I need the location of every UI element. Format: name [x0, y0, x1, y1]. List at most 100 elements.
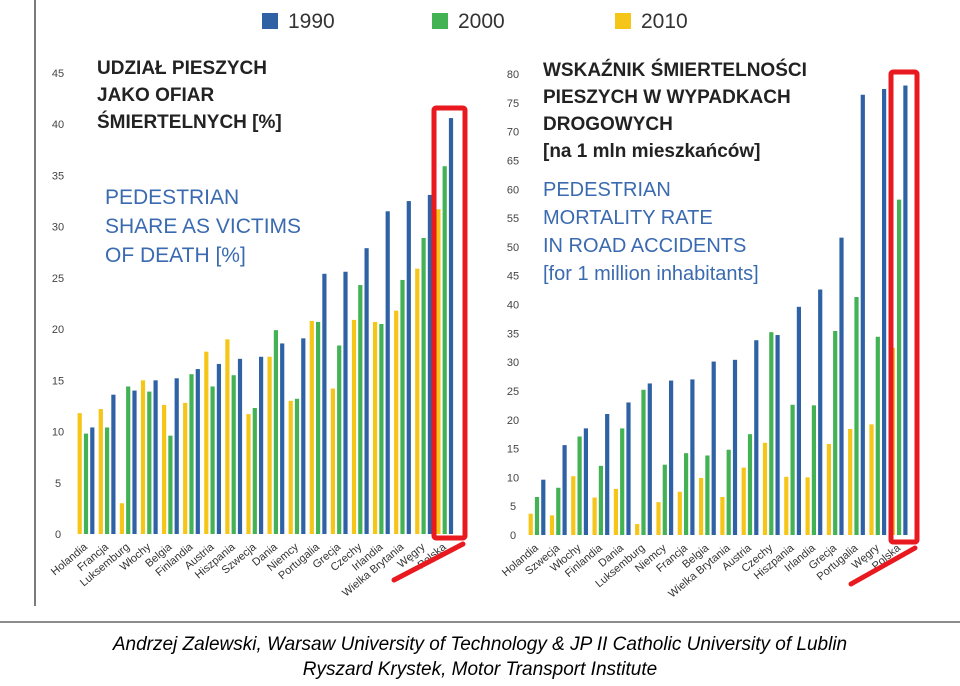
- bar-2000-6: [641, 389, 646, 535]
- bar-1990-6: [647, 383, 652, 535]
- y-tick-label: 40: [507, 300, 519, 312]
- bar-1990-12: [775, 335, 780, 535]
- y-tick-label: 30: [507, 357, 519, 369]
- bar-2010-12: [309, 320, 314, 534]
- bar-1990-8: [237, 358, 243, 534]
- bar-2010-16: [394, 310, 399, 534]
- bar-2000-17: [875, 336, 880, 535]
- bar-2000-6: [189, 374, 194, 534]
- bar-2000-8: [684, 453, 689, 535]
- bar-1990-7: [216, 363, 221, 534]
- bar-1990-9: [259, 356, 264, 534]
- bar-2010-9: [699, 477, 704, 535]
- bar-2000-4: [147, 391, 152, 534]
- y-tick-label: 70: [507, 127, 519, 139]
- bar-2000-11: [747, 434, 753, 535]
- bar-2010-3: [119, 503, 124, 534]
- bar-2000-5: [168, 435, 173, 534]
- y-tick-label: 15: [507, 444, 519, 456]
- bar-2000-15: [833, 331, 838, 535]
- bar-2010-6: [183, 402, 188, 534]
- title-en-line: [for 1 million inhabitants]: [543, 263, 759, 285]
- bar-2010-2: [98, 409, 103, 534]
- y-tick-label: 65: [507, 155, 519, 167]
- bar-2010-5: [613, 488, 618, 535]
- bar-2010-16: [848, 428, 853, 535]
- y-tick-label: 20: [52, 324, 64, 336]
- title-pl-line: ŚMIERTELNYCH [%]: [97, 111, 282, 133]
- y-tick-label: 60: [507, 184, 519, 196]
- highlight-slash: [391, 541, 466, 583]
- bar-2010-1: [77, 413, 82, 534]
- bar-1990-6: [195, 369, 200, 534]
- bar-2000-9: [705, 455, 710, 535]
- bar-1990-17: [882, 88, 887, 535]
- bar-1990-2: [562, 445, 567, 535]
- bar-1990-7: [669, 380, 674, 535]
- legend-swatch-1990: [262, 13, 278, 29]
- highlight-slash: [848, 545, 918, 587]
- bar-2010-7: [204, 351, 209, 534]
- bar-2000-7: [210, 386, 215, 534]
- bar-1990-16: [860, 94, 865, 536]
- bar-2010-13: [330, 388, 335, 534]
- bar-2010-14: [351, 319, 357, 534]
- bar-2010-8: [225, 339, 230, 534]
- bar-2000-12: [316, 321, 321, 534]
- highlight-box: [431, 105, 468, 541]
- title-pl-line: UDZIAŁ PIESZYCH: [97, 58, 267, 79]
- legend: 1990 2000 2010: [262, 10, 688, 33]
- bar-1990-13: [343, 271, 348, 534]
- title-pl-line: DROGOWYCH: [543, 114, 673, 135]
- bar-2000-1: [534, 496, 540, 535]
- bar-2010-15: [373, 321, 378, 534]
- bar-1990-8: [690, 379, 695, 535]
- bar-2010-4: [592, 497, 597, 535]
- y-tick-label: 50: [507, 242, 519, 254]
- bar-2010-2: [549, 515, 555, 535]
- bar-1990-12: [322, 273, 327, 534]
- bar-2010-12: [762, 442, 768, 535]
- title-en-line: PEDESTRIAN: [105, 186, 239, 209]
- bar-2000-13: [337, 345, 342, 534]
- y-tick-label: 15: [52, 375, 64, 387]
- bar-1990-15: [385, 211, 390, 535]
- y-tick-label: 40: [52, 119, 64, 131]
- highlight-box: [888, 69, 920, 545]
- bar-2000-3: [126, 386, 131, 534]
- y-tick-label: 0: [55, 529, 61, 541]
- bar-2010-6: [635, 524, 640, 535]
- legend-label-1990: 1990: [288, 10, 335, 33]
- bar-1990-3: [132, 390, 137, 534]
- bar-1990-14: [818, 289, 823, 535]
- bar-2000-1: [83, 433, 89, 534]
- bar-2010-17: [869, 424, 874, 535]
- bar-1990-2: [111, 394, 116, 534]
- bar-2000-5: [620, 428, 625, 535]
- title-en-line: IN ROAD ACCIDENTS: [543, 235, 746, 257]
- bar-2000-8: [231, 375, 236, 534]
- legend-label-2010: 2010: [641, 10, 688, 33]
- bar-2000-14: [358, 285, 363, 534]
- bar-1990-11: [301, 338, 306, 534]
- y-tick-label: 75: [507, 98, 519, 110]
- credit-line-1: Andrzej Zalewski, Warsaw University of T…: [112, 634, 848, 655]
- legend-label-2000: 2000: [458, 10, 505, 33]
- bar-1990-13: [796, 306, 801, 535]
- y-tick-label: 5: [55, 478, 61, 490]
- bar-1990-10: [732, 359, 738, 535]
- title-en-line: SHARE AS VICTIMS: [105, 215, 301, 238]
- bar-2000-11: [294, 398, 300, 534]
- bar-1990-4: [605, 413, 610, 535]
- bar-2010-8: [677, 491, 682, 535]
- bar-2000-2: [105, 427, 110, 534]
- bar-1990-5: [174, 378, 179, 534]
- bar-2010-18: [436, 209, 441, 534]
- bar-1990-5: [626, 402, 631, 535]
- bar-2010-17: [415, 268, 420, 534]
- bar-2000-3: [577, 436, 582, 535]
- y-tick-label: 0: [510, 530, 516, 542]
- bar-2010-1: [528, 513, 533, 535]
- title-pl-line: [na 1 mln mieszkańców]: [543, 141, 761, 162]
- bar-2000-15: [379, 323, 384, 534]
